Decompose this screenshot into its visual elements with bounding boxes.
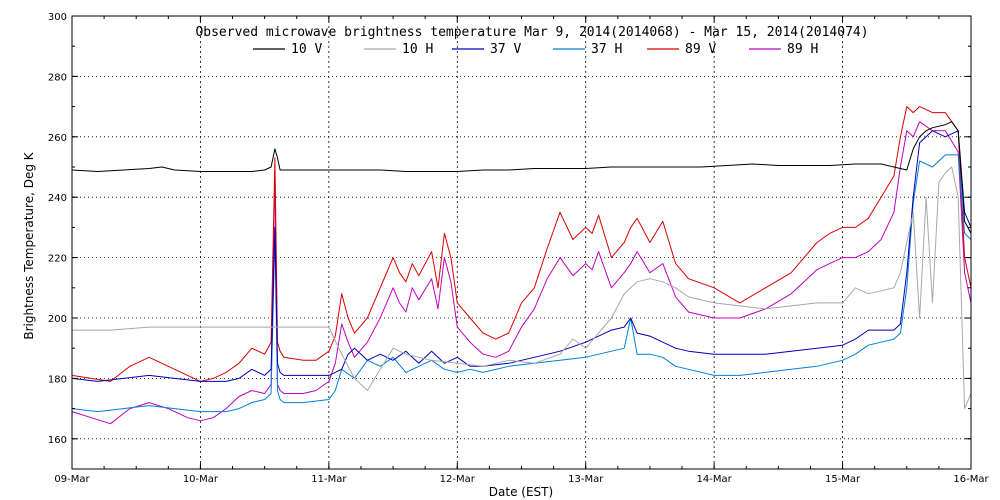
x-tick-label: 16-Mar xyxy=(953,474,989,485)
chart-title: Observed microwave brightness temperatur… xyxy=(195,25,868,40)
x-tick-label: 12-Mar xyxy=(440,474,476,485)
axis-ticks xyxy=(71,15,972,470)
series-line-10-h xyxy=(72,166,972,410)
series-line-37-v xyxy=(71,130,972,382)
x-tick-label: 13-Mar xyxy=(568,474,604,485)
series-line-10-v xyxy=(71,121,972,234)
legend-label: 89 H xyxy=(787,42,818,57)
y-tick-label: 260 xyxy=(48,133,67,144)
legend-label: 10 V xyxy=(291,42,322,57)
axis-tick-labels: 160 180 200 220 240 260 280 300 09-Mar 10-Mar 11-M… xyxy=(48,12,990,485)
x-tick-label: 11-Mar xyxy=(311,474,347,485)
legend: 10 V 10 H 37 V 37 H 89 V 89 H xyxy=(253,42,818,57)
legend-label: 37 V xyxy=(490,42,521,57)
x-tick-label: 14-Mar xyxy=(697,474,733,485)
series-layer xyxy=(71,106,972,425)
series-line-89-v xyxy=(71,106,972,382)
legend-label: 37 H xyxy=(591,42,622,57)
series-line-89-h xyxy=(71,121,972,425)
y-tick-label: 180 xyxy=(48,374,67,385)
legend-label: 89 V xyxy=(685,42,716,57)
y-tick-label: 280 xyxy=(48,72,67,83)
y-tick-label: 240 xyxy=(48,193,67,204)
series-line-37-h xyxy=(71,154,972,413)
grid-lines xyxy=(72,16,971,469)
legend-label: 10 H xyxy=(402,42,433,57)
x-axis-title: Date (EST) xyxy=(489,485,553,499)
y-tick-label: 160 xyxy=(48,435,67,446)
x-tick-label: 09-Mar xyxy=(54,474,90,485)
y-axis-title: Brightness Temperature, Deg K xyxy=(22,151,36,339)
y-tick-label: 300 xyxy=(48,12,67,23)
y-tick-label: 220 xyxy=(48,254,67,265)
y-tick-label: 200 xyxy=(48,314,67,325)
x-tick-label: 15-Mar xyxy=(825,474,861,485)
x-tick-label: 10-Mar xyxy=(183,474,219,485)
